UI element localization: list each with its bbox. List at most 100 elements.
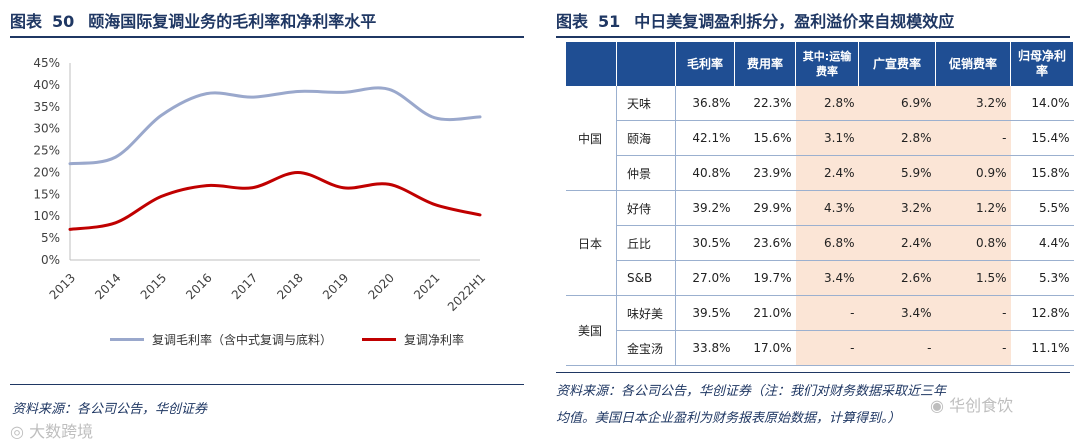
watermark-right-text: 华创食饮 [949, 396, 1014, 415]
right-source-line1: 资料来源：各公司公告，华创证券（注：我们对财务数据采取近三年 [556, 384, 947, 399]
y-tick-label: 15% [33, 187, 60, 201]
header-company [616, 42, 676, 86]
y-tick-label: 5% [41, 231, 60, 245]
net-margin-point [68, 228, 72, 231]
company-cell: 丘比 [616, 225, 676, 261]
value-cell: 15.6% [734, 120, 796, 156]
header-promo-ratio: 促销费率 [935, 42, 1011, 86]
table-row: 颐海 42.1% 15.6% 3.1% 2.8% -15.4% [566, 120, 1074, 156]
value-cell: 4.4% [1010, 225, 1074, 261]
net-margin-point [251, 186, 254, 189]
value-cell: 21.0% [734, 295, 796, 331]
gross-margin-point [478, 115, 482, 119]
value-cell: 39.5% [675, 295, 735, 331]
value-cell: 5.9% [858, 155, 936, 191]
value-cell: 36.8% [675, 86, 735, 121]
x-tick-label: 2013 [47, 271, 78, 302]
left-chart-title: 图表 50 颐海国际复调业务的毛利率和净利率水平 [10, 12, 377, 31]
value-cell: 6.8% [795, 225, 859, 261]
value-cell: 30.5% [675, 225, 735, 261]
wechat-icon: ◉ [930, 396, 944, 415]
value-cell: 3.4% [858, 295, 936, 331]
value-cell: 40.8% [675, 155, 735, 191]
x-tick-label: 2020 [366, 271, 397, 302]
value-cell: 3.2% [858, 190, 936, 226]
gross-margin-point [68, 162, 72, 165]
value-cell: - [795, 295, 859, 331]
value-cell: 5.3% [1010, 260, 1074, 296]
table-row: 美国 味好美 39.5% 21.0% -3.4% -12.8% [566, 295, 1074, 366]
right-source-rule [556, 372, 1070, 373]
value-cell: - [858, 330, 936, 366]
value-cell: 0.8% [935, 225, 1011, 261]
header-country [566, 42, 617, 86]
value-cell: 5.5% [1010, 190, 1074, 226]
x-tick-label: 2021 [411, 271, 442, 302]
net-margin-point [296, 171, 299, 174]
gross-margin-point [159, 114, 163, 117]
line-chart: 0% 5% 10% 15% 20% 25% 30% 35% 40% 45% 2013 2014 2015… [33, 56, 488, 314]
legend-swatch-net [362, 338, 397, 341]
header-gross-margin: 毛利率 [675, 42, 735, 86]
company-cell: 好侍 [616, 190, 676, 226]
net-margin-point [433, 203, 436, 206]
company-cell: 颐海 [616, 120, 676, 156]
right-title-rule [556, 36, 1070, 38]
watermark-left-text: 大数跨境 [29, 422, 94, 441]
value-cell: 19.7% [734, 260, 796, 296]
value-cell: 27.0% [675, 260, 735, 296]
header-expense-ratio: 费用率 [734, 42, 796, 86]
value-cell: 6.9% [858, 86, 936, 121]
x-tick-label: 2017 [229, 271, 260, 302]
legend-label-net: 复调净利率 [404, 333, 465, 347]
value-cell: 0.9% [935, 155, 1011, 191]
left-source-rule [10, 384, 524, 385]
x-tick-label: 2019 [320, 271, 351, 302]
value-cell: 42.1% [675, 120, 735, 156]
value-cell: 15.4% [1010, 120, 1074, 156]
value-cell: - [795, 330, 859, 366]
y-tick-label: 25% [33, 144, 60, 158]
x-tick-label: 2016 [183, 271, 214, 302]
watermark-right: ◉ 华创食饮 [930, 392, 1013, 416]
profit-breakdown-table: 毛利率 费用率 其中:运输费率 广宣费率 促销费率 归母净利率 中国 天味 36.8… [566, 42, 1074, 366]
x-tick-label: 2014 [92, 271, 123, 302]
table-row: 仲景 40.8% 23.9% 2.4% 5.9% 0.9% 15.8% [566, 155, 1074, 191]
value-cell: 22.3% [734, 86, 796, 121]
y-tick-label: 10% [33, 209, 60, 223]
table-row: 日本 好侍 39.2% 29.9% 4.3% 3.2% 1.2% 5.5% [566, 190, 1074, 296]
header-ad-ratio: 广宣费率 [858, 42, 936, 86]
legend-label-gross: 复调毛利率（含中式复调与底料） [152, 333, 333, 347]
y-tick-label: 0% [41, 253, 60, 267]
company-cell: 味好美 [616, 295, 676, 331]
net-margin-point [159, 195, 163, 198]
chart-legend: 复调毛利率（含中式复调与底料） 复调净利率 [110, 331, 464, 348]
value-cell: 23.6% [734, 225, 796, 261]
value-cell: - [935, 120, 1011, 156]
value-cell: 23.9% [734, 155, 796, 191]
company-cell: 仲景 [616, 155, 676, 191]
gross-margin-series-line [68, 86, 482, 166]
legend-item-gross-margin: 复调毛利率（含中式复调与底料） [110, 331, 332, 348]
value-cell: 15.8% [1010, 155, 1074, 191]
net-margin-point [114, 221, 117, 224]
x-tick-label: 2022H1 [445, 271, 488, 314]
value-cell: - [935, 295, 1011, 331]
value-cell: - [935, 330, 1011, 366]
value-cell: 2.6% [858, 260, 936, 296]
value-cell: 1.2% [935, 190, 1011, 226]
y-tick-label: 20% [33, 165, 60, 179]
right-table-title: 图表 51 中日美复调盈利拆分，盈利溢价来自规模效应 [556, 12, 955, 31]
watermark-left: ◎ 大数跨境 [10, 418, 93, 442]
value-cell: 29.9% [734, 190, 796, 226]
gross-margin-point [205, 92, 208, 95]
watermark-logo-icon: ◎ [10, 422, 24, 441]
table-row: 中国 天味 36.8% 22.3% 2.8% 6.9% 3.2% 14.0% [566, 86, 1074, 191]
value-cell: 4.3% [795, 190, 859, 226]
country-cell: 中国 [566, 86, 617, 191]
net-margin-point [205, 184, 208, 187]
net-margin-point [387, 183, 391, 186]
table-row: 金宝汤 33.8% 17.0% - - -11.1% [566, 330, 1074, 366]
table-header-row: 毛利率 费用率 其中:运输费率 广宣费率 促销费率 归母净利率 [566, 42, 1074, 86]
left-source: 资料来源：各公司公告，华创证券 [12, 402, 208, 417]
